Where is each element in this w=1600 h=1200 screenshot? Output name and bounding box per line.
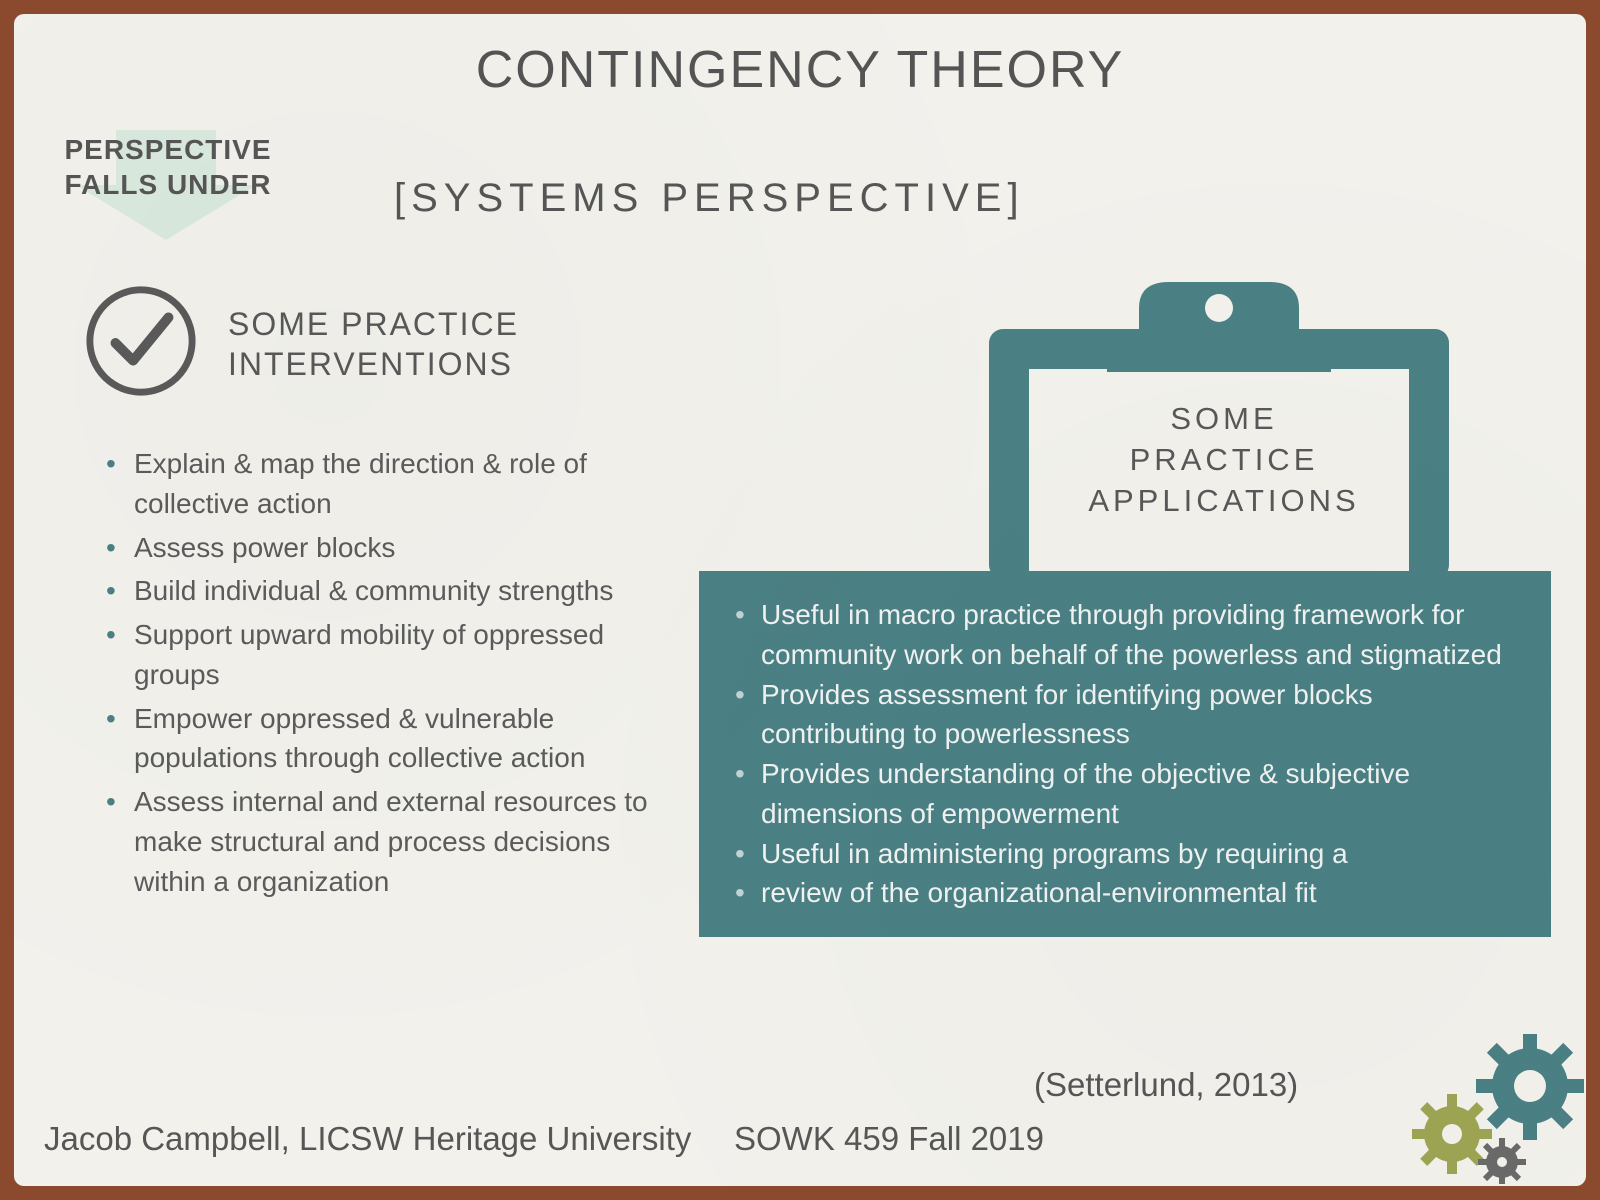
perspective-arrow-block: PERSPECTIVE FALLS UNDER — [48, 132, 288, 202]
footer-author: Jacob Campbell, LICSW Heritage Universit… — [44, 1120, 691, 1158]
slide: CONTINGENCY THEORY PERSPECTIVE FALLS UND… — [14, 14, 1586, 1186]
interventions-heading-line1: SOME PRACTICE — [228, 306, 519, 342]
interventions-list: Explain & map the direction & role of co… — [106, 444, 661, 905]
footer-course: SOWK 459 Fall 2019 — [734, 1120, 1044, 1158]
arrow-label-line2: FALLS UNDER — [65, 169, 272, 200]
applications-list: Useful in macro practice through providi… — [735, 595, 1521, 913]
list-item: Useful in administering programs by requ… — [735, 834, 1521, 874]
gears-icon — [1404, 1034, 1584, 1184]
list-item: Support upward mobility of oppressed gro… — [106, 615, 661, 695]
list-item: Empower oppressed & vulnerable populatio… — [106, 699, 661, 779]
applications-heading-line1: SOME — [1170, 401, 1277, 436]
list-item: Provides understanding of the objective … — [735, 754, 1521, 834]
arrow-label-line1: PERSPECTIVE — [64, 134, 271, 165]
list-item: Assess internal and external resources t… — [106, 782, 661, 901]
citation-text: (Setterlund, 2013) — [1034, 1066, 1298, 1104]
list-item: Explain & map the direction & role of co… — [106, 444, 661, 524]
checkmark-circle-icon — [82, 282, 200, 400]
arrow-label: PERSPECTIVE FALLS UNDER — [48, 132, 288, 202]
list-item: Build individual & community strengths — [106, 571, 661, 611]
slide-title: CONTINGENCY THEORY — [14, 40, 1586, 100]
perspective-subtitle: [SYSTEMS PERSPECTIVE] — [394, 176, 1025, 221]
list-item: Assess power blocks — [106, 528, 661, 568]
list-item: Provides assessment for identifying powe… — [735, 675, 1521, 755]
applications-heading-line2: PRACTICE — [1130, 442, 1319, 477]
applications-box: Useful in macro practice through providi… — [699, 571, 1551, 937]
list-item: review of the organizational-environment… — [735, 873, 1521, 913]
interventions-heading-line2: INTERVENTIONS — [228, 346, 513, 382]
interventions-heading: SOME PRACTICE INTERVENTIONS — [228, 304, 519, 384]
applications-heading: SOME PRACTICE APPLICATIONS — [1034, 399, 1414, 522]
applications-heading-line3: APPLICATIONS — [1088, 483, 1359, 518]
list-item: Useful in macro practice through providi… — [735, 595, 1521, 675]
